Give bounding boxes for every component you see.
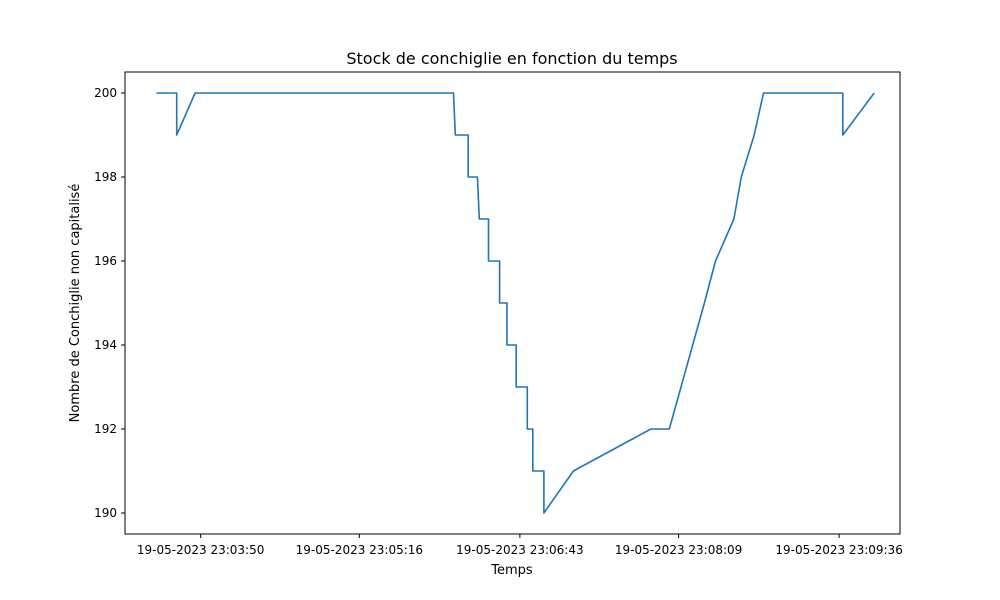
y-axis: 190 192 194 196 198 200 — [94, 86, 125, 520]
x-axis-title: Temps — [490, 563, 533, 578]
x-tick-label: 19-05-2023 23:05:16 — [296, 543, 423, 557]
y-tick-label: 194 — [94, 338, 117, 352]
y-tick-label: 192 — [94, 422, 117, 436]
y-tick-label: 196 — [94, 254, 117, 268]
x-tick-label: 19-05-2023 23:09:36 — [775, 543, 902, 557]
series-layer — [156, 92, 875, 514]
y-tick-label: 200 — [94, 86, 117, 100]
y-tick-label: 190 — [94, 506, 117, 520]
plot-area-frame — [124, 71, 901, 535]
y-tick-label: 198 — [94, 170, 117, 184]
x-tick-label: 19-05-2023 23:06:43 — [456, 543, 583, 557]
x-axis: 19-05-2023 23:03:50 19-05-2023 23:05:16 19… — [137, 534, 903, 557]
chart-title: Stock de conchiglie en fonction du temps — [346, 49, 677, 68]
x-tick-label: 19-05-2023 23:08:09 — [615, 543, 742, 557]
y-axis-title: Nombre de Conchiglie non capitalisé — [68, 184, 83, 423]
x-tick-label: 19-05-2023 23:03:50 — [137, 543, 264, 557]
series-line-0 — [156, 92, 875, 514]
